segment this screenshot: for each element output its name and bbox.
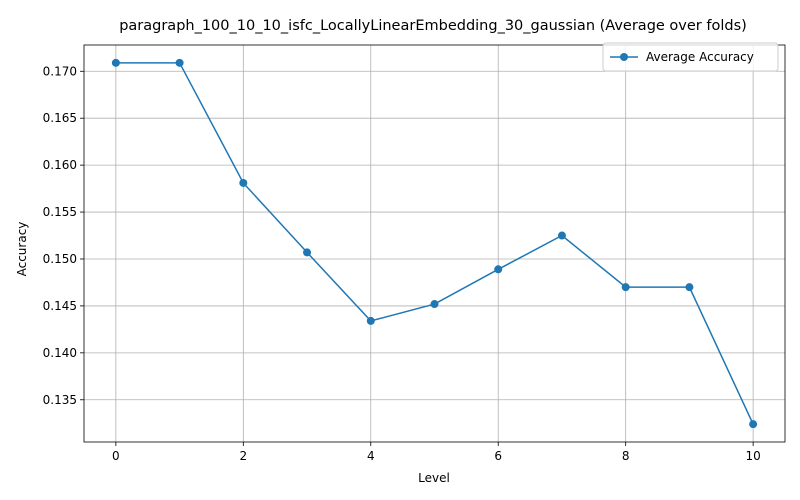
x-axis-ticks: 0 2 4 6 8 10: [112, 442, 761, 463]
plot-area-frame: [83, 44, 786, 443]
data-point: [749, 420, 758, 429]
grid: [84, 45, 785, 442]
data-point: [366, 316, 375, 325]
y-tick-label: 0.150: [43, 252, 77, 266]
data-point: [685, 283, 694, 292]
series-line: [115, 62, 754, 425]
series-layer: [111, 58, 758, 429]
y-tick-label: 0.140: [43, 346, 77, 360]
y-tick-label: 0.145: [43, 299, 77, 313]
data-point: [430, 300, 439, 309]
y-axis-ticks: 0.135 0.140 0.145 0.150 0.155 0.160 0.165 0.170: [43, 64, 84, 407]
y-tick-label: 0.160: [43, 158, 77, 172]
x-tick-label: 6: [494, 449, 502, 463]
data-point: [111, 58, 120, 67]
legend-series-label: Average Accuracy: [646, 50, 754, 64]
y-tick-label: 0.170: [43, 64, 77, 78]
data-point: [175, 58, 184, 67]
chart-title: paragraph_100_10_10_isfc_LocallyLinearEm…: [119, 18, 747, 34]
data-point: [239, 178, 248, 187]
y-axis-label: Accuracy: [15, 222, 29, 277]
y-tick-label: 0.135: [43, 393, 77, 407]
data-point: [557, 231, 566, 240]
data-point: [303, 248, 312, 257]
legend-marker-swatch: [620, 53, 628, 61]
legend: Average Accuracy: [602, 42, 779, 72]
y-tick-label: 0.165: [43, 111, 77, 125]
x-tick-label: 8: [622, 449, 630, 463]
data-point: [494, 265, 503, 274]
x-tick-label: 0: [112, 449, 120, 463]
data-point: [621, 283, 630, 292]
x-axis-label: Level: [418, 471, 450, 485]
x-tick-label: 2: [239, 449, 247, 463]
x-tick-label: 4: [367, 449, 375, 463]
x-tick-label: 10: [745, 449, 760, 463]
y-tick-label: 0.155: [43, 205, 77, 219]
legend-box: [602, 42, 779, 72]
